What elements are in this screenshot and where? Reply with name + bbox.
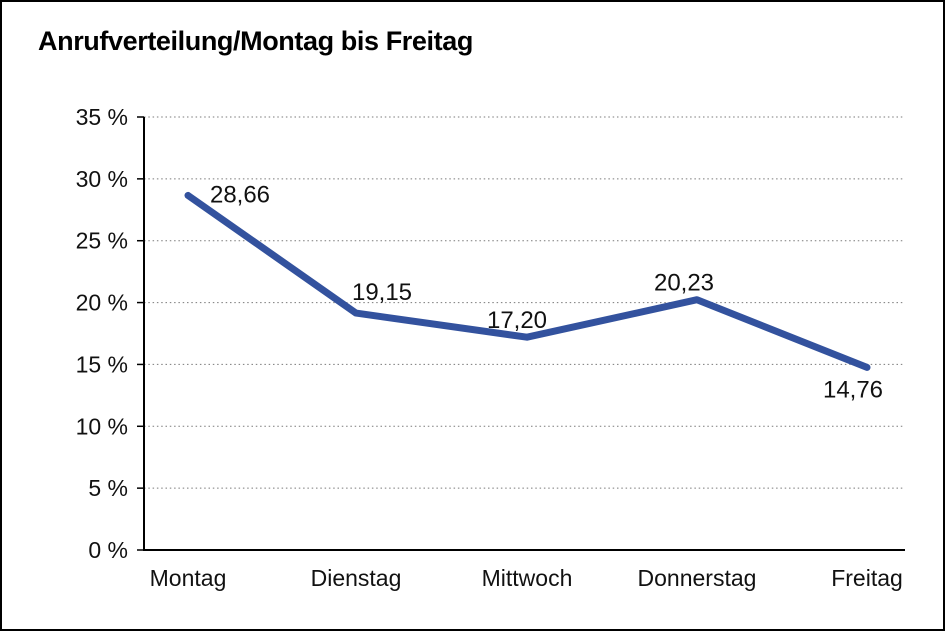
x-axis-category-label: Mittwoch xyxy=(482,565,573,591)
y-axis-tick-label: 20 % xyxy=(76,290,128,316)
y-axis-tick-label: 30 % xyxy=(76,166,128,192)
chart-title: Anrufverteilung/Montag bis Freitag xyxy=(38,26,473,56)
x-axis-category-label: Freitag xyxy=(831,565,903,591)
x-axis-category-label: Dienstag xyxy=(311,565,402,591)
y-axis-tick-label: 25 % xyxy=(76,228,128,254)
data-point-label: 28,66 xyxy=(210,181,270,208)
y-axis-tick-label: 35 % xyxy=(76,104,128,130)
data-point-label: 17,20 xyxy=(487,307,547,334)
data-point-label: 14,76 xyxy=(823,376,883,403)
y-axis-tick-label: 5 % xyxy=(88,475,128,501)
data-point-label: 20,23 xyxy=(654,270,714,297)
data-series-line xyxy=(184,191,871,371)
x-axis-category-label: Montag xyxy=(150,565,227,591)
y-axis-tick-label: 10 % xyxy=(76,413,128,439)
y-axis-tick-label: 15 % xyxy=(76,351,128,377)
data-point-label: 19,15 xyxy=(352,279,412,306)
x-axis-category-label: Donnerstag xyxy=(638,565,757,591)
y-axis-tick-label: 0 % xyxy=(88,537,128,563)
